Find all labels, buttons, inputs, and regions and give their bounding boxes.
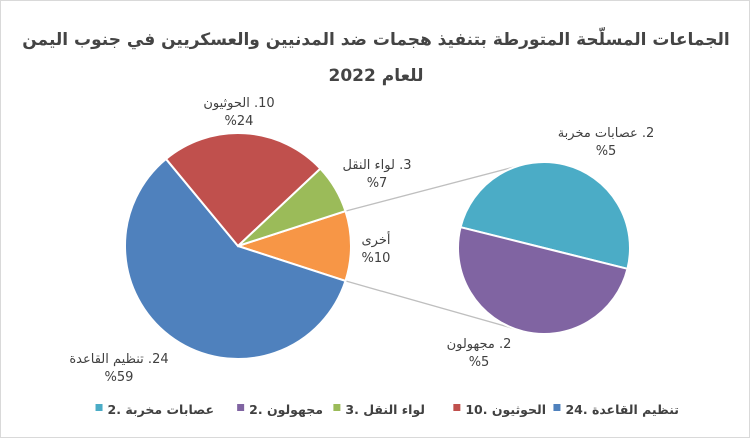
legend: 24. تنظيم القاعدة 10. الحوثيون 3. لواء الن…: [95, 402, 679, 417]
pie-slice-liwa: [237, 167, 347, 247]
legend-swatch-4: [95, 404, 103, 411]
connector-line-top: [345, 163, 525, 212]
secondary-slice-gangs: [459, 161, 631, 271]
secondary-slice-unknown: [457, 225, 629, 335]
main-pie: [124, 132, 352, 360]
legend-label-0: 24. تنظيم القاعدة: [565, 402, 679, 417]
legend-swatch-1: [453, 404, 461, 411]
legend-label-3: 2. مجهولون: [249, 402, 323, 417]
data-label-qaeda: 24. تنظيم القاعدة: [69, 352, 168, 367]
connector-lines: [345, 163, 525, 330]
pie-slice-qaeda: [124, 157, 347, 360]
secondary-pie: [457, 161, 631, 335]
data-label-houthi: 10. الحوثيون: [203, 96, 274, 111]
data-labels: 24. تنظيم القاعدة %59 10. الحوثيون %24 3. لو…: [69, 96, 654, 385]
data-label-percent-unknown: %5: [469, 355, 490, 370]
data-label-percent-other: %10: [362, 251, 391, 266]
data-label-percent-houthi: %24: [225, 114, 254, 129]
legend-label-1: 10. الحوثيون: [465, 402, 546, 417]
legend-swatch-0: [553, 404, 561, 411]
data-label-percent-qaeda: %59: [105, 370, 134, 385]
connector-line-bottom: [345, 280, 515, 330]
legend-label-4: 2. عصابات مخربة: [108, 402, 214, 417]
data-label-percent-liwa: %7: [367, 176, 388, 191]
chart-title-line2: للعام 2022: [328, 66, 423, 86]
data-label-percent-gangs: %5: [596, 144, 617, 159]
pie-slice-other: [234, 209, 352, 283]
chart-title-line1: الجماعات المسلّحة المتورطة بتنفيذ هجمات …: [22, 26, 729, 50]
legend-label-2: 3. لواء النقل: [345, 402, 425, 417]
legend-swatch-2: [333, 404, 341, 411]
data-label-other: أخرى: [362, 231, 391, 248]
pie-slice-houthi: [164, 132, 322, 248]
data-label-gangs: 2. عصابات مخربة: [558, 126, 655, 141]
legend-swatch-3: [237, 404, 245, 411]
data-label-unknown: 2. مجهولون: [447, 337, 512, 352]
data-label-liwa: 3. لواء النقل: [343, 158, 412, 173]
